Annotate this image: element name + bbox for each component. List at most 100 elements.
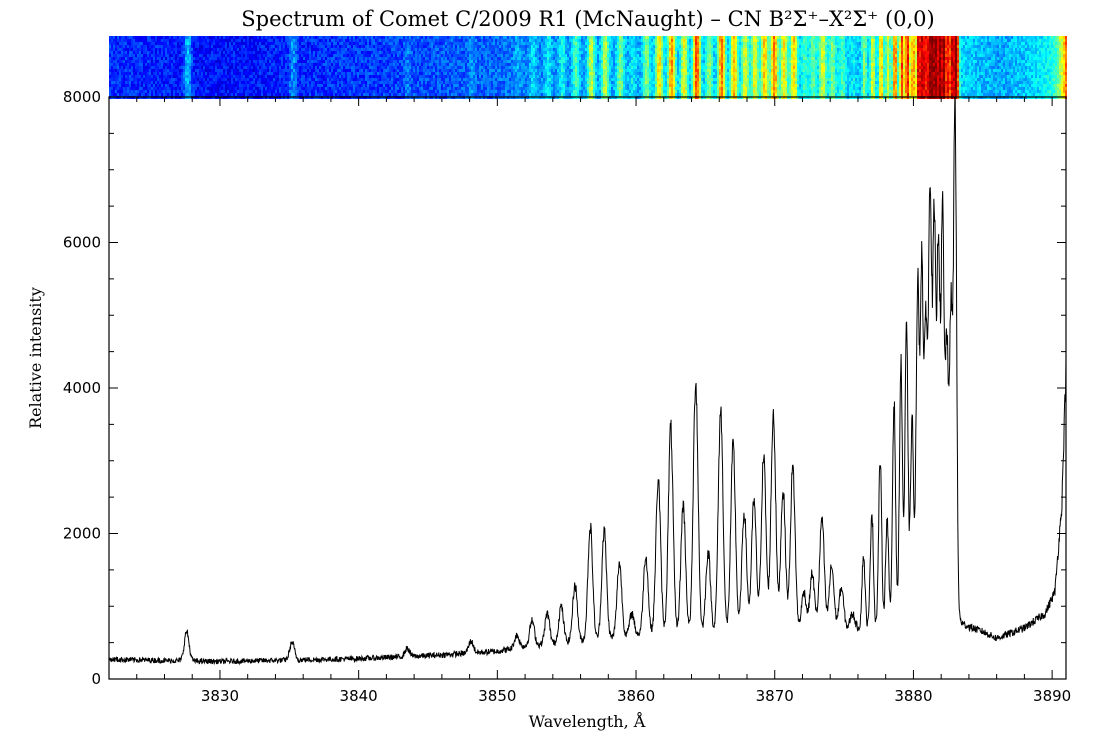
strip-pixel: [139, 93, 141, 96]
strip-pixel: [257, 45, 259, 48]
strip-pixel: [197, 54, 199, 57]
strip-pixel: [573, 57, 575, 60]
strip-pixel: [201, 54, 203, 57]
strip-pixel: [357, 45, 359, 48]
strip-pixel: [373, 39, 375, 42]
strip-pixel: [493, 54, 495, 57]
strip-pixel: [283, 90, 285, 93]
strip-pixel: [467, 72, 469, 75]
strip-pixel: [123, 66, 125, 69]
strip-pixel: [303, 75, 305, 78]
strip-pixel: [435, 72, 437, 75]
strip-pixel: [397, 57, 399, 60]
strip-pixel: [197, 51, 199, 54]
strip-pixel: [401, 51, 403, 54]
strip-pixel: [391, 84, 393, 87]
strip-pixel: [447, 48, 449, 51]
strip-pixel: [109, 57, 111, 60]
strip-pixel: [155, 57, 157, 60]
strip-pixel: [459, 69, 461, 72]
strip-pixel: [125, 84, 127, 87]
strip-pixel: [451, 75, 453, 78]
strip-pixel: [347, 60, 349, 63]
strip-pixel: [203, 54, 205, 57]
strip-pixel: [149, 45, 151, 48]
strip-pixel: [209, 72, 211, 75]
strip-pixel: [369, 48, 371, 51]
strip-pixel: [457, 66, 459, 69]
strip-pixel: [503, 36, 505, 39]
strip-pixel: [387, 84, 389, 87]
strip-pixel: [441, 87, 443, 90]
strip-pixel: [483, 57, 485, 60]
strip-pixel: [115, 81, 117, 84]
strip-pixel: [367, 87, 369, 90]
strip-pixel: [145, 39, 147, 42]
strip-pixel: [521, 66, 523, 69]
strip-pixel: [567, 81, 569, 84]
strip-pixel: [295, 51, 297, 54]
strip-pixel: [387, 54, 389, 57]
strip-pixel: [393, 69, 395, 72]
strip-pixel: [367, 66, 369, 69]
strip-pixel: [151, 39, 153, 42]
strip-pixel: [121, 48, 123, 51]
strip-pixel: [479, 81, 481, 84]
strip-pixel: [425, 90, 427, 93]
strip-pixel: [123, 36, 125, 39]
strip-pixel: [331, 42, 333, 45]
strip-pixel: [359, 48, 361, 51]
strip-pixel: [327, 87, 329, 90]
strip-pixel: [339, 54, 341, 57]
strip-pixel: [463, 54, 465, 57]
strip-pixel: [217, 66, 219, 69]
strip-pixel: [523, 45, 525, 48]
strip-pixel: [357, 78, 359, 81]
strip-pixel: [267, 90, 269, 93]
strip-pixel: [235, 45, 237, 48]
strip-pixel: [353, 45, 355, 48]
strip-pixel: [401, 75, 403, 78]
strip-pixel: [579, 51, 581, 54]
strip-pixel: [321, 45, 323, 48]
strip-pixel: [487, 87, 489, 90]
strip-pixel: [413, 54, 415, 57]
strip-pixel: [431, 63, 433, 66]
strip-pixel: [307, 90, 309, 93]
strip-pixel: [293, 54, 295, 57]
strip-pixel: [285, 57, 287, 60]
strip-pixel: [411, 57, 413, 60]
strip-pixel: [421, 36, 423, 39]
strip-pixel: [475, 66, 477, 69]
strip-pixel: [363, 39, 365, 42]
strip-pixel: [495, 90, 497, 93]
strip-pixel: [387, 36, 389, 39]
strip-pixel: [175, 48, 177, 51]
strip-pixel: [567, 66, 569, 69]
strip-pixel: [145, 81, 147, 84]
strip-pixel: [437, 51, 439, 54]
strip-pixel: [431, 78, 433, 81]
strip-pixel: [207, 48, 209, 51]
strip-pixel: [431, 87, 433, 90]
strip-pixel: [117, 75, 119, 78]
strip-pixel: [475, 90, 477, 93]
strip-pixel: [259, 45, 261, 48]
strip-pixel: [309, 75, 311, 78]
strip-pixel: [333, 66, 335, 69]
strip-pixel: [459, 78, 461, 81]
strip-pixel: [191, 48, 193, 51]
strip-pixel: [263, 75, 265, 78]
strip-pixel: [545, 72, 547, 75]
strip-pixel: [253, 87, 255, 90]
strip-pixel: [281, 39, 283, 42]
strip-pixel: [523, 69, 525, 72]
strip-pixel: [443, 48, 445, 51]
strip-pixel: [381, 57, 383, 60]
strip-pixel: [255, 36, 257, 39]
strip-pixel: [157, 75, 159, 78]
strip-pixel: [561, 87, 563, 90]
strip-pixel: [121, 75, 123, 78]
strip-pixel: [255, 60, 257, 63]
strip-pixel: [285, 39, 287, 42]
